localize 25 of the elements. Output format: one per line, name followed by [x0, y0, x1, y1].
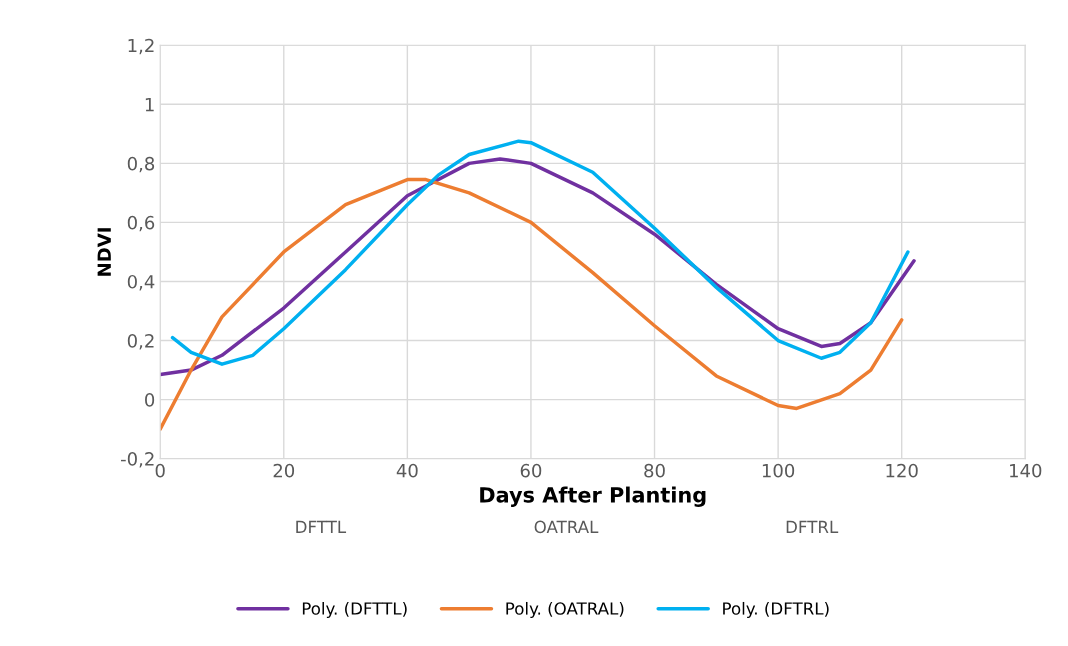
text: OATRAL: [534, 520, 599, 534]
y-tick-label: 0: [145, 393, 155, 407]
legend-label: Poly. (DFTRL): [723, 601, 829, 619]
x-axis-title: Days After Planting: [480, 486, 706, 507]
y-tick-label: 0,8: [127, 156, 155, 173]
x-tick-label: 40: [396, 463, 418, 478]
x-tick-label: 100: [762, 463, 795, 478]
y-tick-label: 0,6: [127, 215, 155, 232]
text: DFTRL: [786, 520, 839, 533]
x-tick-label: 120: [886, 463, 918, 478]
y-axis-title: NDVI: [97, 228, 111, 276]
x-tick-label: 80: [644, 463, 665, 478]
y-tick-label: 0,4: [127, 274, 155, 291]
y-tick-label: 0,2: [127, 333, 154, 350]
x-tick-label: 60: [520, 463, 542, 478]
y-tick-label: 1,2: [128, 38, 154, 55]
text: DFTTL: [296, 520, 347, 533]
x-tick-label: 140: [1010, 463, 1042, 478]
y-tick-label: -0,2: [120, 452, 154, 468]
x-tick-label: 0: [155, 463, 165, 478]
legend-label: Poly. (DFTTL): [302, 601, 407, 619]
line-series: [160, 177, 904, 431]
x-tick-label: 20: [273, 463, 295, 478]
y-tick-label: 1: [145, 97, 154, 112]
legend-label: Poly. (OATRAL): [506, 601, 624, 619]
